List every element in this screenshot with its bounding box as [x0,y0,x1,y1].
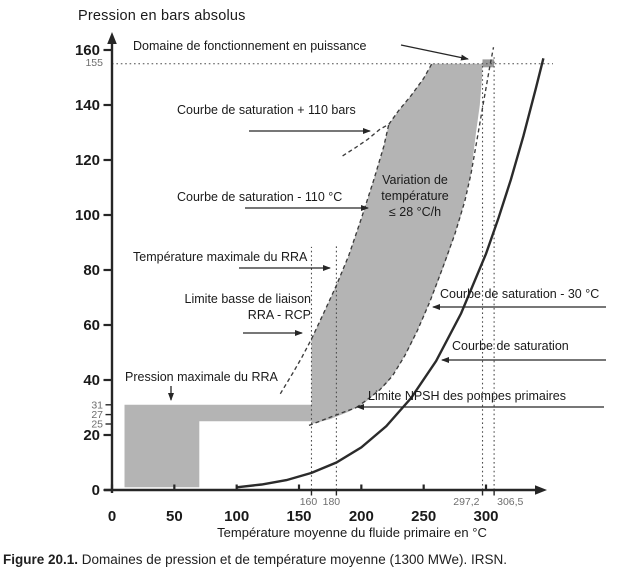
label-power-domain: Domaine de fonctionnement en puissance [133,39,367,53]
y-special-label: 31 [91,400,103,412]
region-rra-operating-zone [124,404,312,488]
y-axis-arrow-icon [107,32,117,44]
label-rra-max-pressure: Pression maximale du RRA [125,370,278,384]
label-sat-minus-30: Courbe de saturation - 30 °C [440,287,600,301]
label-sat-minus-110: Courbe de saturation - 110 °C [177,190,343,204]
y-tick-label: 40 [83,372,100,389]
chart-title: Pression en bars absolus [78,8,246,24]
curve-saturation-minus-110C [279,124,390,395]
pt-chart-canvas: 0 20 40 60 80 100 120 140 160 0 50 100 150 200 250 300 1… [75,32,606,525]
y-tick-label: 20 [83,427,100,444]
curve-saturation-curve [236,58,545,489]
y-tick-label: 100 [75,207,100,224]
x-special-label: 297,2 [453,496,479,508]
x-special-label: 160 [300,496,318,508]
label-sat-plus-110: Courbe de saturation + 110 bars [177,103,356,117]
x-tick-label: 0 [108,508,116,525]
y-tick-label: 60 [83,317,100,334]
y-tick-label: 140 [75,97,100,114]
x-tick-label: 200 [349,508,374,525]
x-axis-arrow-icon [535,485,547,495]
x-tick-label: 100 [224,508,249,525]
caption-text: Domaines de pression et de température m… [78,552,507,567]
y-special-label: 155 [85,57,103,69]
region-rcp-operating-domain [311,63,483,425]
x-tick-label: 50 [166,508,183,525]
y-special-label: 25 [91,419,103,431]
y-tick-label: 160 [75,42,100,59]
y-tick-label: 0 [92,482,100,499]
x-tick-label: 150 [286,508,311,525]
label-saturation: Courbe de saturation [452,339,569,353]
y-special-label: 27 [91,409,103,421]
y-tick-label: 120 [75,152,100,169]
curve-npsh-limit [308,406,357,427]
region-power-operating-domain [482,59,495,68]
x-special-label: 306,5 [497,496,523,508]
annotation-arrow-power-domain [400,44,469,61]
x-special-label: 180 [323,496,341,508]
label-npsh: Limite NPSH des pompes primaires [368,389,566,403]
label-rra-max-temp: Température maximale du RRA [133,250,308,264]
x-axis-title: Température moyenne du fluide primaire e… [217,525,487,540]
x-tick-label: 250 [411,508,436,525]
caption-number: Figure 20.1. [3,552,79,567]
curve-saturation-minus-30C [356,47,495,409]
label-rra-rcp-link: Limite basse de liaison RRA - RCP [184,292,311,322]
label-temp-variation: Variation de température ≤ 28 °C/h [381,173,449,219]
x-tick-label: 300 [473,508,498,525]
figure-caption: Figure 20.1. Domaines de pression et de … [3,552,633,567]
curve-saturation-plus-110bars [342,63,433,157]
y-tick-label: 80 [83,262,100,279]
